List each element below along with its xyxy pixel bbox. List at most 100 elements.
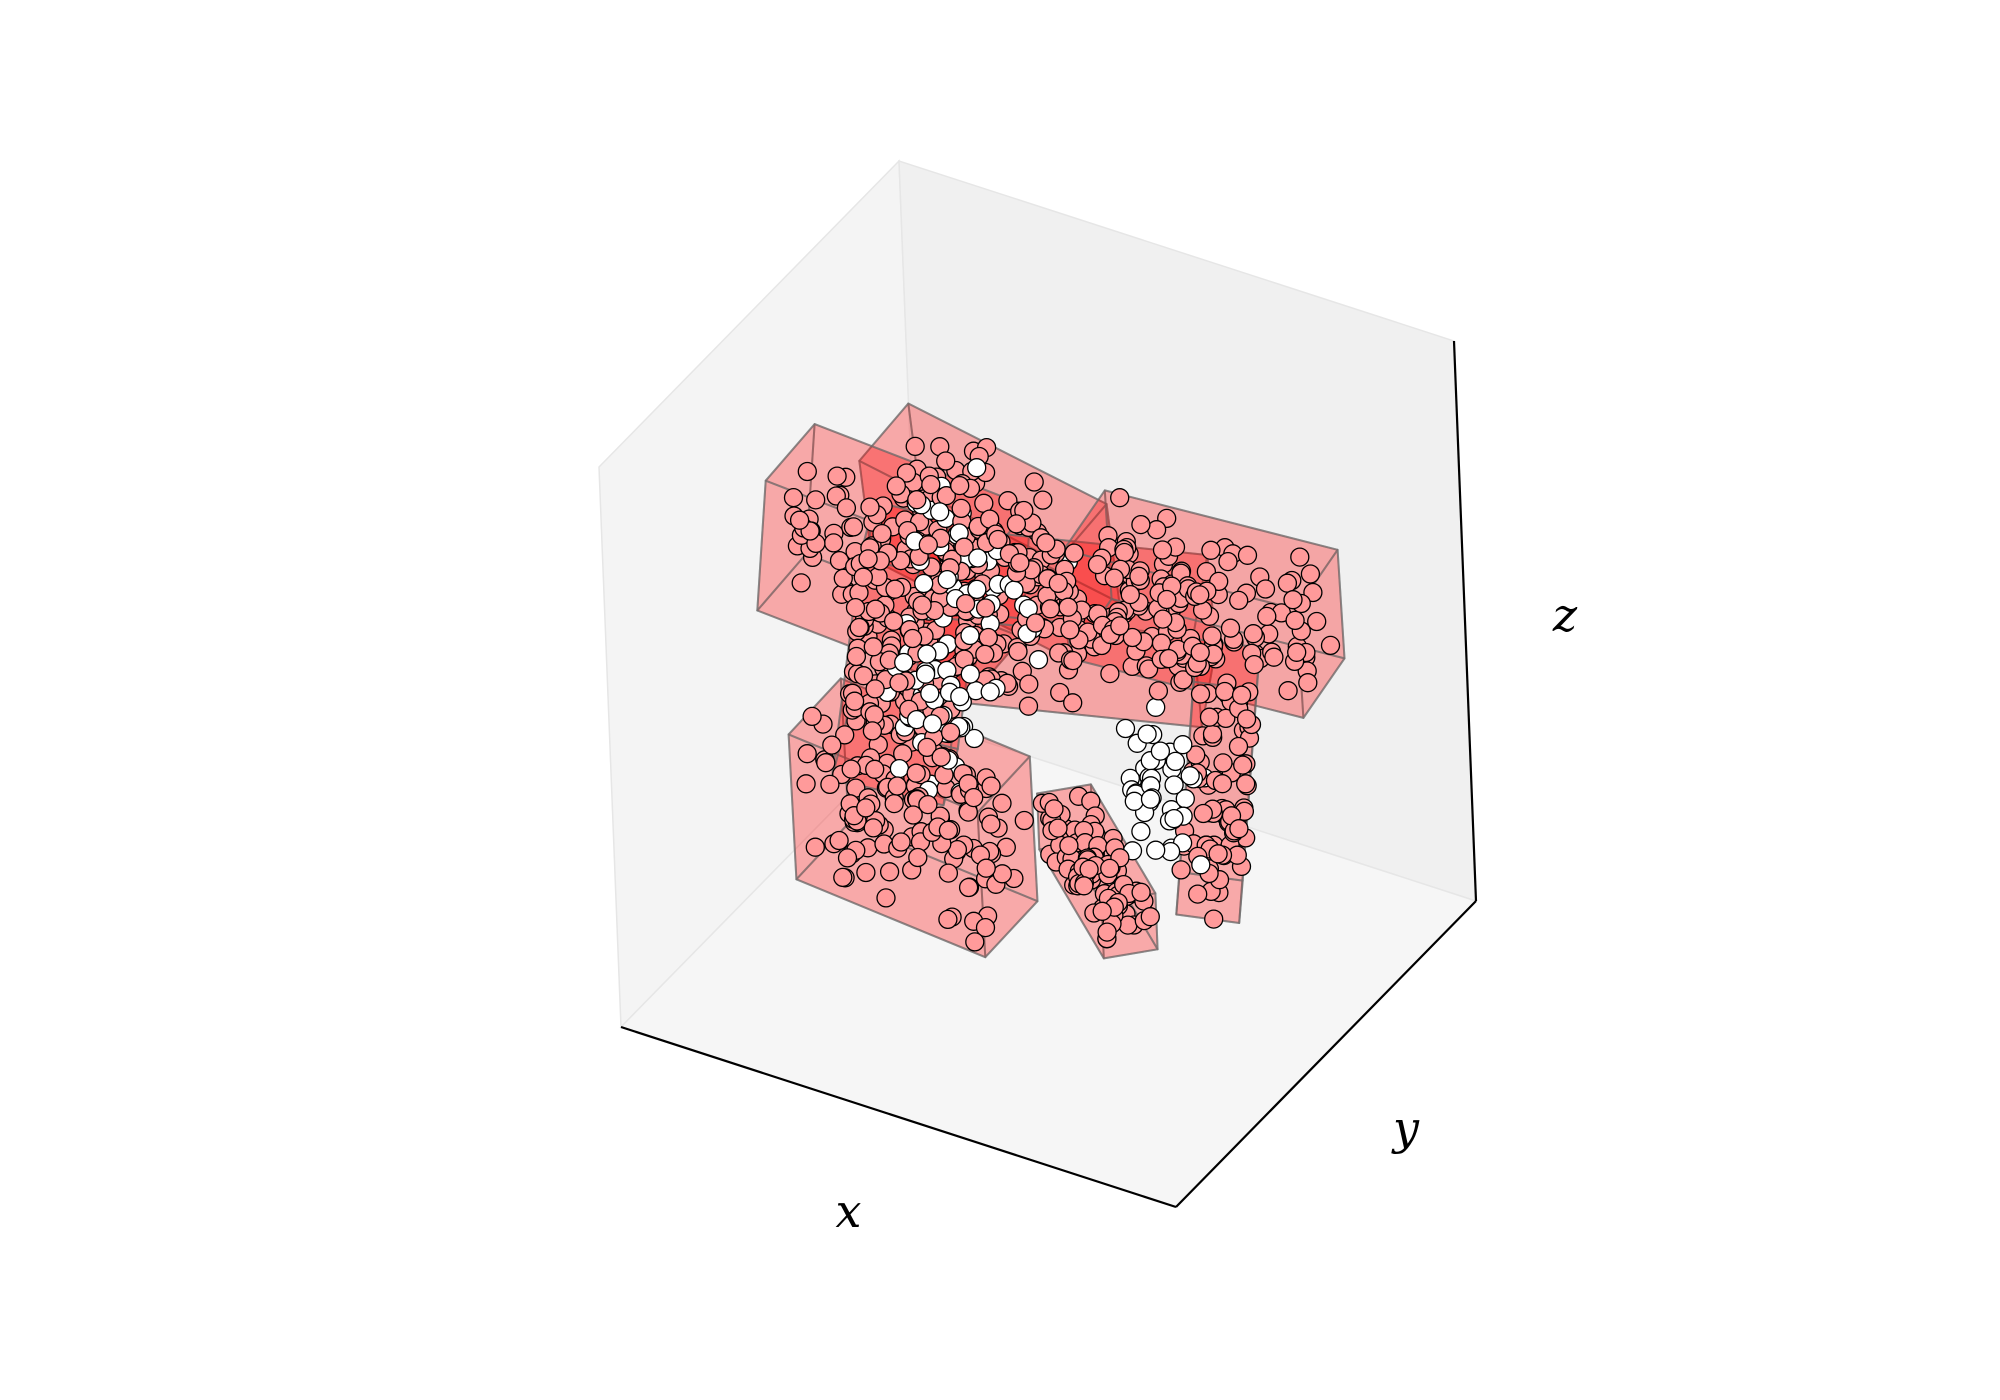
scatter-point <box>1278 681 1298 701</box>
scatter-point <box>1131 514 1151 535</box>
scatter-point <box>1064 543 1084 563</box>
scatter-point <box>1110 616 1130 636</box>
scatter-point <box>950 475 970 496</box>
scatter-point <box>806 490 826 510</box>
scatter-point <box>835 725 855 745</box>
scatter-point <box>1028 650 1049 670</box>
scatter-point <box>858 549 878 569</box>
z-axis-line <box>1452 340 1478 902</box>
scatter-point <box>1004 580 1024 600</box>
scatter-point <box>955 593 976 614</box>
scatter-point <box>1148 681 1169 701</box>
scatter-point <box>1152 540 1173 560</box>
scatter-point <box>1190 642 1210 663</box>
scatter-point <box>856 862 876 883</box>
scatter-point <box>1204 909 1224 929</box>
scatter-point <box>917 644 937 664</box>
scatter-point <box>1036 533 1056 553</box>
scatter-point <box>968 548 988 568</box>
scatter-point <box>1131 882 1151 902</box>
scatter-point <box>1048 818 1068 838</box>
scatter-point <box>843 517 864 537</box>
scatter-point <box>950 686 970 707</box>
scatter-point <box>921 474 941 495</box>
scatter-point <box>1236 709 1257 729</box>
scatter-point <box>846 646 867 667</box>
scatter-point <box>1159 648 1179 669</box>
scatter-point <box>1164 775 1184 795</box>
scatter-point <box>1218 551 1238 572</box>
scatter-point <box>975 598 996 618</box>
scatter-point <box>833 867 853 888</box>
scatter-point <box>976 858 996 878</box>
scatter-point <box>1058 597 1078 617</box>
scatter-point <box>1165 751 1186 772</box>
scatter-point <box>887 776 907 796</box>
scatter-point <box>902 628 923 649</box>
scatter-point <box>1290 547 1310 567</box>
scatter-point <box>865 599 886 619</box>
scatter-point <box>938 863 959 883</box>
scatter-point <box>975 644 995 665</box>
scatter-point <box>797 744 817 764</box>
scatter-point <box>914 573 934 594</box>
scatter-point <box>1285 610 1305 631</box>
scatter-point <box>1191 855 1211 875</box>
scatter-point <box>884 793 904 814</box>
scatter-point <box>1300 564 1321 584</box>
scatter-point <box>1138 659 1159 679</box>
scatter-point <box>1171 860 1191 880</box>
scatter-point <box>856 798 876 818</box>
scatter-point <box>1100 858 1120 879</box>
scatter-point <box>1146 840 1166 860</box>
scatter-point <box>906 763 926 783</box>
z-axis-label: z <box>1552 588 1578 642</box>
scatter-point <box>1024 472 1044 492</box>
scatter-point <box>837 848 858 868</box>
scatter-point <box>1097 922 1117 942</box>
scatter-point <box>816 753 836 773</box>
scatter-point <box>1164 808 1184 829</box>
scatter-point <box>1202 724 1223 744</box>
scatter-point <box>865 679 885 699</box>
scatter-point <box>1140 907 1160 927</box>
scatter-point <box>1277 573 1298 593</box>
scatter-point <box>981 776 1001 796</box>
scatter-point <box>992 793 1012 813</box>
scatter-point <box>905 436 925 457</box>
scatter-point <box>1059 835 1079 856</box>
y-axis-line <box>1175 900 1477 1208</box>
scatter-point <box>915 664 936 684</box>
scatter-point <box>797 461 817 482</box>
scatter-point <box>876 888 896 908</box>
scatter-point <box>988 529 1008 550</box>
scatter-point <box>1114 542 1135 563</box>
scatter-point <box>805 837 825 857</box>
scatter-point <box>820 774 840 795</box>
scatter-point <box>1236 774 1256 794</box>
scatter-point <box>836 498 857 518</box>
scatter-point <box>1146 697 1166 717</box>
scatter-point <box>1006 514 1027 534</box>
scatter-point <box>1018 696 1039 716</box>
scatter-point <box>958 877 979 898</box>
scatter-point <box>1025 613 1046 633</box>
scatter-point <box>1100 663 1120 684</box>
axis-spines <box>620 340 1478 1209</box>
scatter-point <box>896 463 917 483</box>
scatter-point <box>841 759 861 779</box>
scatter-point <box>936 486 956 506</box>
scatter-point <box>960 664 980 684</box>
scatter-point <box>930 502 950 522</box>
scatter-point <box>1087 554 1108 575</box>
scatter-point <box>1040 599 1061 619</box>
scatter-point <box>965 932 985 952</box>
scatter-point <box>1243 624 1263 644</box>
scatter-point <box>1092 901 1112 921</box>
scatter-point <box>864 705 884 725</box>
scatter-point <box>1320 635 1341 656</box>
scatter-point <box>863 637 883 657</box>
scatter-point <box>791 573 811 593</box>
y-axis-label: y <box>1391 1101 1420 1155</box>
scatter-point <box>954 537 974 557</box>
